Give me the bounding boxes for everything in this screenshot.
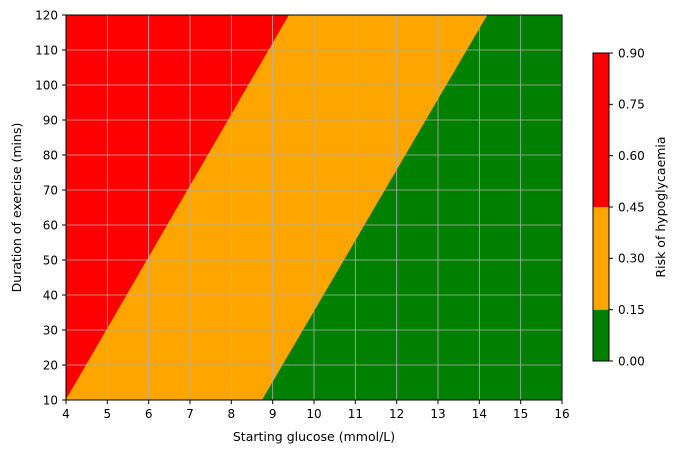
colorbar-label: Risk of hypoglycaemia [653,136,668,277]
y-tick-label: 30 [43,323,58,337]
x-axis-label: Starting glucose (mmol/L) [233,429,395,444]
x-tick-label: 13 [430,407,445,421]
x-tick-label: 15 [513,407,528,421]
colorbar-band [593,53,609,207]
x-tick-label: 8 [228,407,236,421]
plot-regions [65,14,563,402]
colorbar-tick-label: 0.45 [618,200,645,214]
y-tick-label: 40 [43,288,58,302]
x-tick-label: 5 [104,407,112,421]
colorbar-tick-label: 0.60 [618,149,645,163]
colorbar-tick-label: 0.30 [618,252,645,266]
x-tick-label: 12 [389,407,404,421]
y-tick-label: 70 [43,183,58,197]
colorbar-tick-label: 0.75 [618,98,645,112]
x-axis-ticks: 4 5 6 7 8 9 10 11 12 13 14 15 16 [62,400,570,421]
plot-grid [65,14,563,401]
colorbar-band [593,309,609,361]
y-tick-label: 10 [43,393,58,407]
colorbar-ticks: 0.00 0.15 0.30 0.45 0.60 0.75 0.90 [609,46,645,368]
colorbar-tick-label: 0.15 [618,303,645,317]
y-tick-label: 50 [43,253,58,267]
y-tick-label: 60 [43,218,58,232]
x-tick-label: 6 [145,407,153,421]
y-tick-label: 20 [43,358,58,372]
y-tick-label: 80 [43,148,58,162]
x-tick-label: 11 [348,407,363,421]
x-tick-label: 9 [269,407,277,421]
x-tick-label: 16 [554,407,569,421]
x-tick-label: 10 [306,407,321,421]
x-tick-label: 14 [472,407,487,421]
y-axis-label: Duration of exercise (mins) [9,123,24,293]
colorbar-tick-label: 0.90 [618,46,645,60]
y-tick-label: 120 [35,8,58,22]
colorbar-band [593,207,609,310]
x-tick-label: 7 [186,407,194,421]
y-tick-label: 90 [43,113,58,127]
y-axis-ticks: 10 20 30 40 50 60 70 80 90 100 110 120 [35,8,66,407]
y-tick-label: 110 [35,43,58,57]
colorbar-bands [593,53,609,361]
x-tick-label: 4 [62,407,70,421]
y-tick-label: 100 [35,78,58,92]
colorbar: 0.00 0.15 0.30 0.45 0.60 0.75 0.90 Risk of hyp… [592,46,668,368]
colorbar-tick-label: 0.00 [618,354,645,368]
